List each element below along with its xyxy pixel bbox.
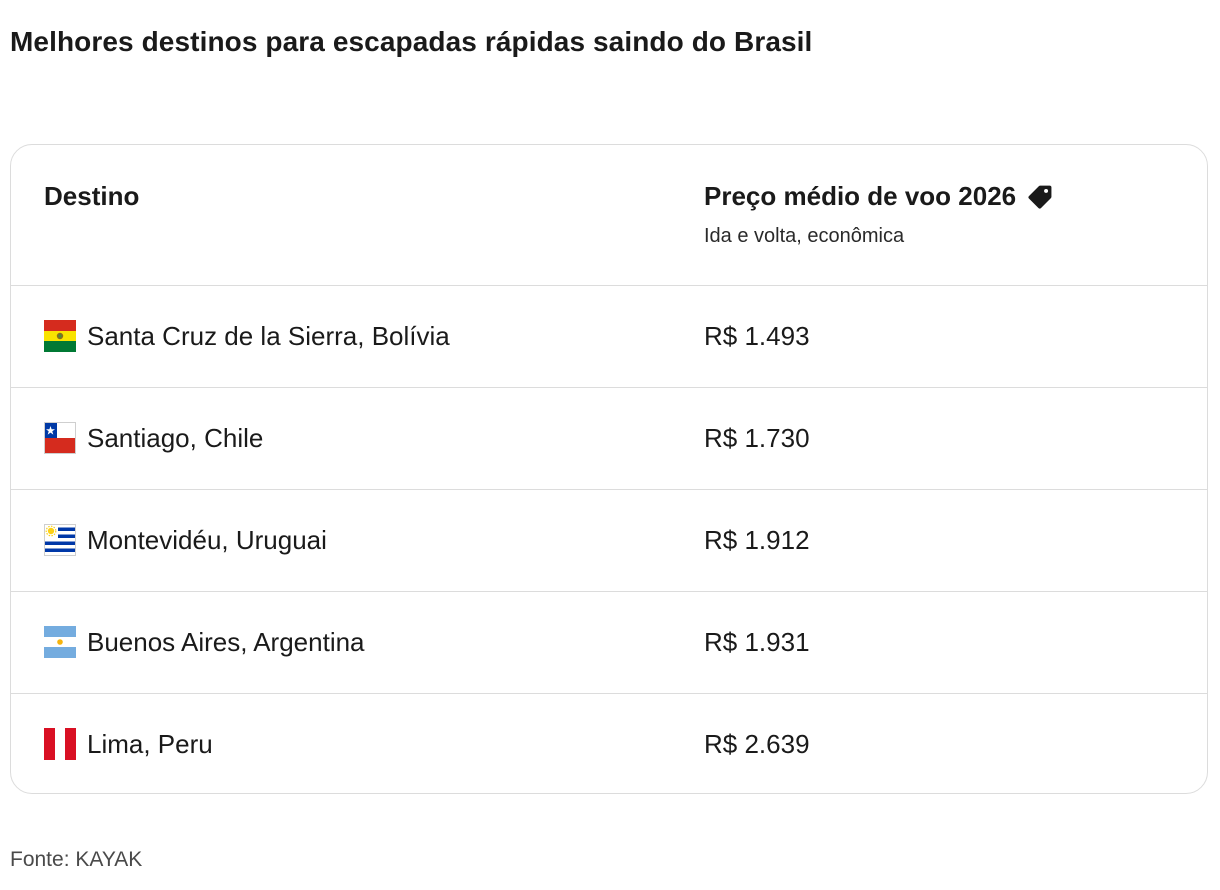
column-header-price-subtitle: Ida e volta, econômica — [704, 225, 905, 247]
destination-cell: Montevidéu, Uruguai — [44, 490, 327, 590]
page-title: Melhores destinos para escapadas rápidas… — [10, 26, 813, 57]
price-cell: R$ 1.493 — [704, 320, 810, 351]
column-header-price: Preço médio de voo 2026 — [704, 181, 1054, 212]
peru-flag-icon — [44, 728, 76, 760]
price-cell: R$ 1.730 — [704, 422, 810, 453]
price-cell: R$ 1.931 — [704, 626, 810, 657]
price-tag-icon — [1028, 185, 1052, 209]
table-row: Santiago, Chile R$ 1.730 — [11, 388, 1207, 490]
destination-cell: Santa Cruz de la Sierra, Bolívia — [44, 286, 450, 386]
table-header-row: Destino Preço médio de voo 2026 Ida e vo… — [11, 145, 1207, 286]
bolivia-flag-icon — [44, 320, 76, 352]
price-cell: R$ 2.639 — [704, 728, 810, 759]
destination-cell: Buenos Aires, Argentina — [44, 592, 365, 692]
column-header-price-label: Preço médio de voo 2026 — [704, 181, 1017, 211]
source-credit: Fonte: KAYAK — [10, 848, 143, 871]
destinations-table: Destino Preço médio de voo 2026 Ida e vo… — [10, 144, 1208, 794]
destination-name: Buenos Aires, Argentina — [87, 626, 365, 657]
argentina-flag-icon — [44, 626, 76, 658]
destination-name: Santiago, Chile — [87, 422, 264, 453]
destination-name: Montevidéu, Uruguai — [87, 524, 327, 555]
destination-name: Santa Cruz de la Sierra, Bolívia — [87, 320, 450, 351]
destination-cell: Lima, Peru — [44, 694, 213, 793]
price-cell: R$ 1.912 — [704, 524, 810, 555]
destination-name: Lima, Peru — [87, 728, 213, 759]
column-header-destination-label: Destino — [44, 181, 140, 211]
table-row: Montevidéu, Uruguai R$ 1.912 — [11, 490, 1207, 592]
table-row: Lima, Peru R$ 2.639 — [11, 694, 1207, 793]
table-row: Santa Cruz de la Sierra, Bolívia R$ 1.49… — [11, 286, 1207, 388]
uruguay-flag-icon — [44, 524, 76, 556]
column-header-destination: Destino — [44, 181, 139, 212]
chile-flag-icon — [44, 422, 76, 454]
destination-cell: Santiago, Chile — [44, 388, 263, 488]
table-row: Buenos Aires, Argentina R$ 1.931 — [11, 592, 1207, 694]
